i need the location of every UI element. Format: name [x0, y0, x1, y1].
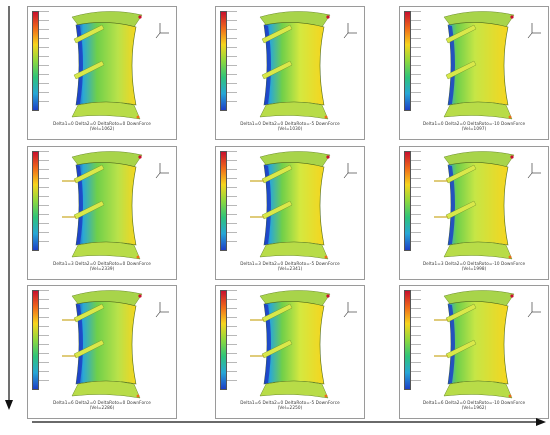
panel-caption-value: (Vel=1097) — [461, 126, 487, 132]
wing-contour — [434, 151, 515, 260]
contour-panel: Delta1=6 Delta2=0 DeltaRoto=-5 DownForce… — [215, 285, 365, 419]
panel-caption: Delta1=0 Delta2=0 DeltaRoto=-5 DownForce… — [216, 121, 364, 132]
panel-caption-label: Delta1=3 Delta2=0 DeltaRoto=0 DownForce — [53, 261, 151, 266]
color-scale-bar — [220, 151, 227, 251]
panel-caption-label: Delta1=3 Delta2=0 DeltaRoto=-5 DownForce — [240, 261, 340, 266]
panel-caption: Delta1=0 Delta2=0 DeltaRoto=-10 DownForc… — [400, 121, 548, 132]
color-scale-bar — [404, 290, 411, 390]
color-scale-bar — [32, 290, 39, 390]
axis-triad-icon — [343, 23, 357, 39]
panel-caption-value: (Vel=2250) — [277, 405, 303, 411]
wing-contour — [443, 11, 515, 120]
panel-caption-value: (Vel=2339) — [89, 266, 115, 272]
color-scale-bar — [404, 151, 411, 251]
contour-panel: Delta1=3 Delta2=0 DeltaRoto=0 DownForce(… — [27, 146, 177, 280]
panel-caption: Delta1=3 Delta2=0 DeltaRoto=-10 DownForc… — [400, 261, 548, 272]
contour-panel: Delta1=6 Delta2=0 DeltaRoto=-10 DownForc… — [399, 285, 549, 419]
panel-caption: Delta1=6 Delta2=0 DeltaRoto=-5 DownForce… — [216, 400, 364, 411]
color-scale-bar — [32, 151, 39, 251]
color-scale-ticks — [411, 11, 421, 109]
panel-caption-label: Delta1=6 Delta2=0 DeltaRoto=0 DownForce — [53, 400, 151, 405]
panel-caption-label: Delta1=3 Delta2=0 DeltaRoto=-10 DownForc… — [422, 261, 526, 266]
axis-triad-icon — [527, 302, 541, 318]
panel-caption-label: Delta1=6 Delta2=0 DeltaRoto=-5 DownForce — [240, 400, 340, 405]
axis-triad-icon — [155, 163, 169, 179]
wing-contour — [62, 151, 143, 260]
wing-contour — [62, 290, 143, 399]
contour-panel: Delta1=6 Delta2=0 DeltaRoto=0 DownForce(… — [27, 285, 177, 419]
color-scale-ticks — [411, 151, 421, 249]
panel-caption-value: (Vel=1998) — [461, 266, 487, 272]
contour-panel: Delta1=0 Delta2=0 DeltaRoto=0 DownForce(… — [27, 6, 177, 140]
color-scale-ticks — [39, 11, 49, 109]
contour-panel: Delta1=3 Delta2=0 DeltaRoto=-10 DownForc… — [399, 146, 549, 280]
contour-panel: Delta1=3 Delta2=0 DeltaRoto=-5 DownForce… — [215, 146, 365, 280]
color-scale-bar — [32, 11, 39, 111]
wing-contour — [250, 151, 331, 260]
color-scale-bar — [220, 290, 227, 390]
panel-caption-label: Delta1=0 Delta2=0 DeltaRoto=-5 DownForce — [240, 121, 340, 126]
color-scale-bar — [404, 11, 411, 111]
panel-caption-label: Delta1=0 Delta2=0 DeltaRoto=0 DownForce — [53, 121, 151, 126]
panel-caption-value: (Vel=1962) — [461, 405, 487, 411]
color-scale-bar — [220, 11, 227, 111]
axis-triad-icon — [527, 23, 541, 39]
color-scale-ticks — [411, 290, 421, 388]
panel-caption-value: (Vel=2286) — [89, 405, 115, 411]
panel-caption: Delta1=0 Delta2=0 DeltaRoto=0 DownForce(… — [28, 121, 176, 132]
axis-triad-icon — [343, 163, 357, 179]
color-scale-ticks — [227, 151, 237, 249]
color-scale-ticks — [39, 290, 49, 388]
contour-panel: Delta1=0 Delta2=0 DeltaRoto=-10 DownForc… — [399, 6, 549, 140]
wing-contour — [434, 290, 515, 399]
axis-triad-icon — [527, 163, 541, 179]
axis-triad-icon — [155, 23, 169, 39]
axis-triad-icon — [343, 302, 357, 318]
panel-caption: Delta1=6 Delta2=0 DeltaRoto=0 DownForce(… — [28, 400, 176, 411]
panel-caption-value: (Vel=1062) — [89, 126, 115, 132]
panel-caption-value: (Vel=1030) — [277, 126, 303, 132]
wing-contour — [71, 11, 143, 120]
wing-contour — [259, 11, 331, 120]
arrow-down-icon — [5, 6, 13, 410]
panel-caption-label: Delta1=6 Delta2=0 DeltaRoto=-10 DownForc… — [422, 400, 526, 405]
axis-triad-icon — [155, 302, 169, 318]
contour-panel: Delta1=0 Delta2=0 DeltaRoto=-5 DownForce… — [215, 6, 365, 140]
panel-caption-label: Delta1=0 Delta2=0 DeltaRoto=-10 DownForc… — [422, 121, 526, 126]
panel-caption: Delta1=3 Delta2=0 DeltaRoto=0 DownForce(… — [28, 261, 176, 272]
color-scale-ticks — [227, 290, 237, 388]
color-scale-ticks — [39, 151, 49, 249]
panel-caption: Delta1=6 Delta2=0 DeltaRoto=-10 DownForc… — [400, 400, 548, 411]
panel-caption-value: (Vel=2341) — [277, 266, 303, 272]
color-scale-ticks — [227, 11, 237, 109]
wing-contour — [250, 290, 331, 399]
panel-caption: Delta1=3 Delta2=0 DeltaRoto=-5 DownForce… — [216, 261, 364, 272]
arrow-right-icon — [32, 418, 546, 426]
